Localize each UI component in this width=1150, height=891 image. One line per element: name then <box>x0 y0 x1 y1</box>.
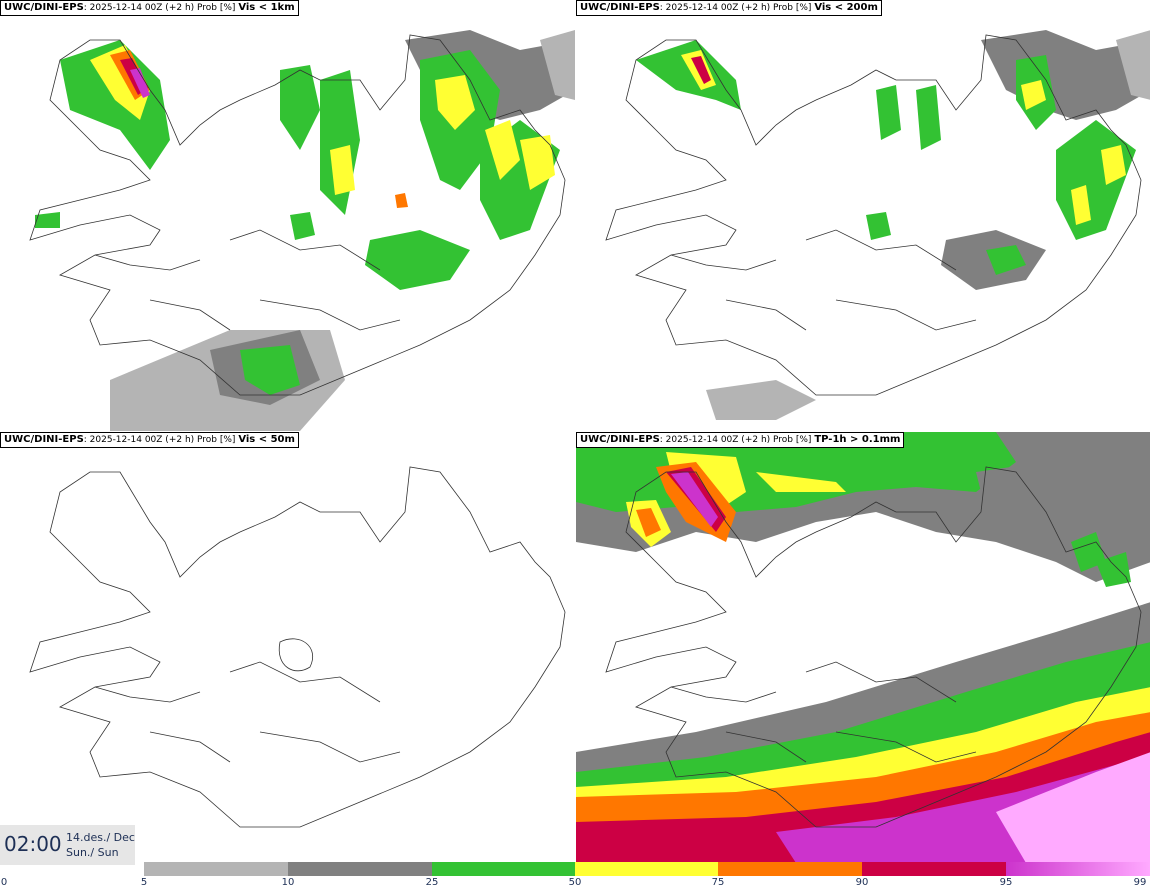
run-info: : 2025-12-14 00Z (+2 h) Prob [%] <box>83 435 239 445</box>
colorbar-tick: 75 <box>711 877 725 888</box>
coastline <box>29 34 566 396</box>
panel-title: UWC/DINI-EPS: 2025-12-14 00Z (+2 h) Prob… <box>576 432 905 448</box>
map-panel-vis-1km: UWC/DINI-EPS: 2025-12-14 00Z (+2 h) Prob… <box>0 0 575 431</box>
iceland-map <box>576 432 1150 863</box>
map-panel-vis-200m: UWC/DINI-EPS: 2025-12-14 00Z (+2 h) Prob… <box>576 0 1150 431</box>
valid-time-box: 02:00 14.des./ Dec Sun./ Sun <box>0 825 135 865</box>
model-name: UWC/DINI-EPS <box>4 434 84 445</box>
variable-name: Vis < 1km <box>238 2 295 13</box>
colorbar-segment-95-99 <box>1006 862 1150 876</box>
run-info: : 2025-12-14 00Z (+2 h) Prob [%] <box>659 3 815 13</box>
run-info: : 2025-12-14 00Z (+2 h) Prob [%] <box>83 3 239 13</box>
model-name: UWC/DINI-EPS <box>580 2 660 13</box>
probability-shading <box>636 30 1150 420</box>
colorbar-tick: 90 <box>855 877 869 888</box>
colorbar-segment-5-10 <box>144 862 288 876</box>
coastline <box>605 466 1142 828</box>
colorbar-segment-50-75 <box>575 862 718 876</box>
map-panel-vis-50m: UWC/DINI-EPS: 2025-12-14 00Z (+2 h) Prob… <box>0 432 575 863</box>
colorbar-tick: 25 <box>425 877 439 888</box>
iceland-map <box>605 30 1150 420</box>
colorbar-tick: 5 <box>140 877 148 888</box>
valid-time: 02:00 <box>4 832 62 856</box>
variable-name: TP-1h > 0.1mm <box>814 434 901 445</box>
probability-shading <box>35 30 575 431</box>
colorbar-tick: 99 <box>1133 877 1147 888</box>
iceland-map <box>29 466 566 828</box>
colorbar-tick: 0 <box>0 877 8 888</box>
model-name: UWC/DINI-EPS <box>4 2 84 13</box>
iceland-map <box>29 30 575 431</box>
coastline <box>605 34 1142 396</box>
colorbar-segment-75-90 <box>718 862 862 876</box>
panel-title: UWC/DINI-EPS: 2025-12-14 00Z (+2 h) Prob… <box>576 0 882 16</box>
panel-title: UWC/DINI-EPS: 2025-12-14 00Z (+2 h) Prob… <box>0 0 299 16</box>
model-name: UWC/DINI-EPS <box>580 434 660 445</box>
colorbar-segment-90-95 <box>862 862 1006 876</box>
coastline <box>29 466 566 828</box>
colorbar-tick: 95 <box>999 877 1013 888</box>
variable-name: Vis < 50m <box>238 434 295 445</box>
map-panel-tp-1h: UWC/DINI-EPS: 2025-12-14 00Z (+2 h) Prob… <box>576 432 1150 863</box>
valid-date: 14.des./ Dec <box>66 831 135 844</box>
colorbar-segment-25-50 <box>432 862 575 876</box>
colorbar-tick: 50 <box>568 877 582 888</box>
probability-colorbar: 0 5 10 25 50 75 90 95 99 <box>0 862 1150 891</box>
variable-name: Vis < 200m <box>814 2 878 13</box>
valid-day: Sun./ Sun <box>66 846 119 859</box>
run-info: : 2025-12-14 00Z (+2 h) Prob [%] <box>659 435 815 445</box>
panel-title: UWC/DINI-EPS: 2025-12-14 00Z (+2 h) Prob… <box>0 432 299 448</box>
colorbar-tick: 10 <box>281 877 295 888</box>
colorbar-segment-10-25 <box>288 862 432 876</box>
probability-shading <box>576 432 1150 863</box>
